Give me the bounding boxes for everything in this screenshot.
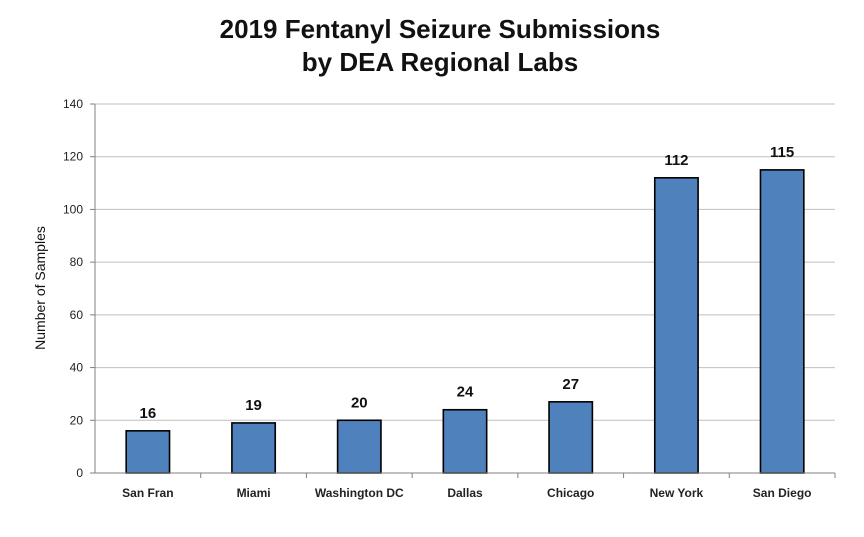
x-tick-label: New York	[650, 486, 704, 500]
y-axis-ticks: 0 20 40 60 80 100 120 140	[63, 97, 95, 480]
x-axis-categories: San Fran Miami Washington DC Dallas Chicago N…	[122, 473, 836, 500]
y-tick-label: 40	[70, 361, 84, 375]
y-tick-label: 0	[76, 466, 83, 480]
bars	[125, 169, 805, 474]
data-labels: 16 19 20 24 27 112 115	[140, 144, 795, 422]
axes	[94, 104, 835, 474]
y-axis-title: Number of Samples	[32, 226, 48, 350]
y-tick-label: 60	[70, 308, 84, 322]
data-label: 19	[245, 397, 262, 414]
x-tick-label: Miami	[237, 486, 271, 500]
bar	[125, 430, 171, 474]
y-tick-label: 120	[63, 150, 83, 164]
bar	[336, 419, 382, 474]
y-tick-label: 20	[70, 413, 84, 427]
data-label: 112	[664, 152, 688, 169]
bar	[548, 401, 594, 474]
data-label: 115	[770, 144, 794, 161]
data-label: 20	[351, 394, 368, 411]
gridlines	[95, 103, 835, 421]
x-tick-label: Dallas	[447, 486, 483, 500]
data-label: 16	[140, 405, 157, 422]
x-tick-label: Washington DC	[315, 486, 404, 500]
chart-subtitle: by DEA Regional Labs	[302, 47, 578, 77]
x-tick-label: San Diego	[753, 486, 812, 500]
data-label: 27	[562, 376, 579, 393]
bar	[759, 169, 805, 474]
bar	[653, 177, 699, 474]
x-tick-label: San Fran	[122, 486, 173, 500]
y-tick-label: 140	[63, 97, 83, 111]
y-tick-label: 100	[63, 202, 83, 216]
chart-title: 2019 Fentanyl Seizure Submissions	[220, 14, 661, 44]
bar	[231, 422, 277, 474]
x-tick-label: Chicago	[547, 486, 594, 500]
bar	[442, 408, 488, 474]
data-label: 24	[457, 384, 474, 401]
y-tick-label: 80	[70, 255, 84, 269]
